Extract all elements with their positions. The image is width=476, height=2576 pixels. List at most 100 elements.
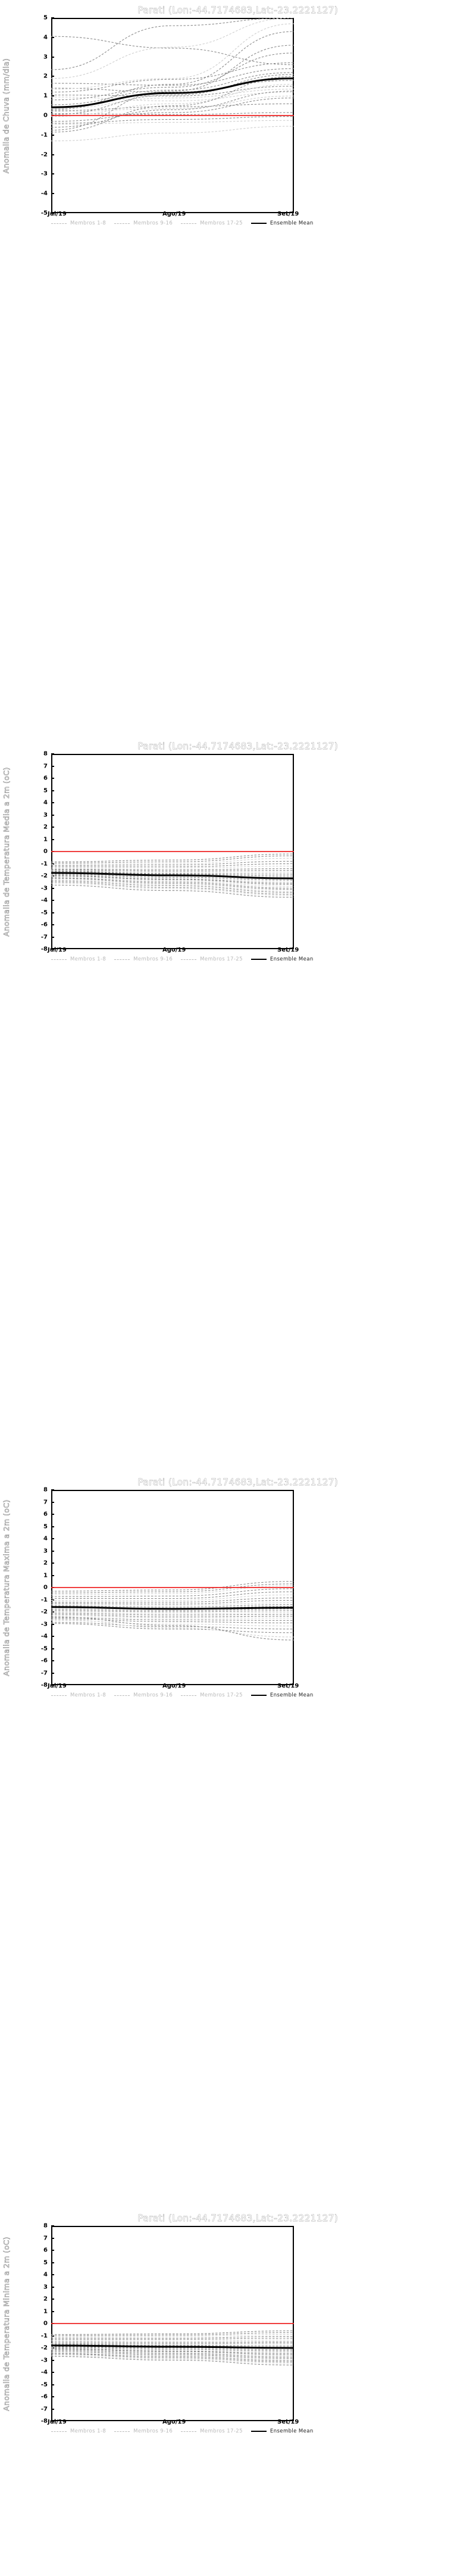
legend-item-membros-17-25-label: Membros 17-25 — [200, 1692, 243, 1698]
y-tick-label: 7 — [43, 1499, 48, 1505]
y-axis-label-text: Anomalia de Temperatura Minima a 2m (oC) — [1, 2236, 11, 2411]
member-line — [51, 881, 294, 895]
member-line — [51, 91, 294, 128]
member-line — [51, 880, 294, 893]
chart-title: Parati (Lon:-44.7174683,Lat:-23.2221127) — [137, 5, 339, 16]
y-tick-label: 5 — [43, 2259, 48, 2266]
plot-lines — [51, 2323, 294, 2366]
member-line — [51, 855, 294, 864]
legend-dashed-swatch — [114, 1695, 130, 1696]
member-line — [51, 36, 294, 66]
y-tick-mark — [51, 802, 54, 803]
y-tick-label: -1 — [40, 860, 48, 867]
y-tick-mark — [51, 912, 54, 913]
legend-item-membros-17-25: Membros 17-25 — [181, 2428, 243, 2434]
y-tick-label: -4 — [40, 190, 48, 197]
y-tick-label: 6 — [43, 2247, 48, 2254]
chart-legend: Membros 1-8 Membros 9-16 Membros 17-25 Ense… — [51, 955, 313, 963]
member-line — [51, 874, 294, 882]
member-line — [51, 882, 294, 896]
y-tick-label: -1 — [40, 1596, 48, 1603]
y-tick-label: 2 — [43, 73, 48, 80]
y-tick-label: 3 — [43, 54, 48, 61]
y-tick-label: -1 — [40, 2332, 48, 2339]
legend-item-membros-1-8: Membros 1-8 — [51, 220, 106, 226]
y-tick-label: -3 — [40, 2357, 48, 2363]
member-line — [51, 72, 294, 105]
y-tick-mark — [51, 838, 54, 840]
y-tick-label: 0 — [43, 2320, 48, 2327]
y-tick-label: -2 — [40, 151, 48, 158]
legend-item-membros-9-16: Membros 9-16 — [114, 956, 173, 962]
member-line — [51, 884, 294, 898]
y-axis-label: Anomalia de Temperatura Media a 2m (oC) — [0, 754, 12, 949]
y-tick-label: 4 — [43, 1535, 48, 1542]
y-tick-label: -8 — [40, 1682, 48, 1689]
plot-lines — [51, 1581, 294, 1641]
y-tick-label: 5 — [43, 14, 48, 21]
member-line — [51, 857, 294, 865]
member-line — [51, 83, 294, 117]
y-tick-label: 6 — [43, 1511, 48, 1518]
y-tick-label: 1 — [43, 1572, 48, 1579]
member-line — [51, 18, 294, 79]
y-tick-mark — [51, 887, 54, 889]
member-line — [51, 1581, 294, 1592]
y-tick-label: 7 — [43, 2235, 48, 2241]
member-line — [51, 869, 294, 872]
y-tick-mark — [51, 76, 54, 77]
legend-item-ensemble-mean: Ensemble Mean — [250, 2428, 314, 2434]
legend-item-membros-9-16: Membros 9-16 — [114, 2428, 173, 2434]
member-line — [51, 116, 294, 124]
legend-item-membros-9-16-label: Membros 9-16 — [133, 956, 173, 962]
member-line — [51, 1616, 294, 1641]
member-line — [51, 92, 294, 101]
member-line — [51, 103, 294, 111]
y-tick-label: 3 — [43, 2284, 48, 2290]
plot-lines — [51, 18, 294, 142]
chart-title: Parati (Lon:-44.7174683,Lat:-23.2221127) — [137, 2213, 339, 2224]
member-line — [51, 870, 294, 873]
y-tick-label: -4 — [40, 2369, 48, 2376]
chart-legend: Membros 1-8 Membros 9-16 Membros 17-25 Ense… — [51, 219, 313, 227]
legend-item-ensemble-mean-label: Ensemble Mean — [270, 956, 314, 962]
member-line — [51, 76, 294, 133]
member-line — [51, 875, 294, 885]
x-tick-label: Ago/19 — [162, 947, 186, 953]
legend-item-membros-17-25-label: Membros 17-25 — [200, 220, 243, 226]
member-line — [51, 876, 294, 887]
legend-item-ensemble-mean: Ensemble Mean — [250, 956, 314, 962]
member-line — [51, 97, 294, 122]
member-line — [51, 52, 294, 101]
member-line — [51, 871, 294, 875]
member-line — [51, 2340, 294, 2342]
y-tick-label: -7 — [40, 2406, 48, 2412]
legend-item-membros-17-25: Membros 17-25 — [181, 1692, 243, 1698]
y-tick-label: 0 — [43, 848, 48, 855]
y-tick-label: 0 — [43, 1584, 48, 1591]
y-axis-label-text: Anomalia de Chuva (mm/dia) — [1, 58, 11, 173]
y-tick-label: -5 — [40, 1645, 48, 1652]
member-line — [51, 875, 294, 884]
y-tick-mark — [51, 778, 54, 779]
y-tick-mark — [51, 36, 54, 38]
forecast-panels-container: Parati (Lon:-44.7174683,Lat:-23.2221127)… — [0, 0, 476, 2434]
legend-solid-swatch — [250, 959, 267, 960]
legend-dashed-swatch — [181, 1695, 197, 1696]
legend-item-membros-9-16: Membros 9-16 — [114, 1692, 173, 1698]
member-line — [51, 868, 294, 871]
legend-item-membros-1-8-label: Membros 1-8 — [70, 2428, 107, 2434]
member-line — [51, 877, 294, 889]
x-tick-label: Set/19 — [277, 947, 299, 953]
member-line — [51, 68, 294, 86]
chart-panel-4: Parati (Lon:-44.7174683,Lat:-23.2221127)… — [0, 2208, 476, 2576]
legend-solid-swatch — [250, 1695, 267, 1696]
y-tick-label: 1 — [43, 92, 48, 99]
chart-panel-1: Parati (Lon:-44.7174683,Lat:-23.2221127)… — [0, 0, 476, 368]
member-line — [51, 863, 294, 868]
y-tick-label: -6 — [40, 921, 48, 928]
legend-dashed-swatch — [114, 959, 130, 960]
chart-title: Parati (Lon:-44.7174683,Lat:-23.2221127) — [137, 1477, 339, 1488]
y-tick-label: -2 — [40, 872, 48, 880]
member-line — [51, 18, 294, 70]
